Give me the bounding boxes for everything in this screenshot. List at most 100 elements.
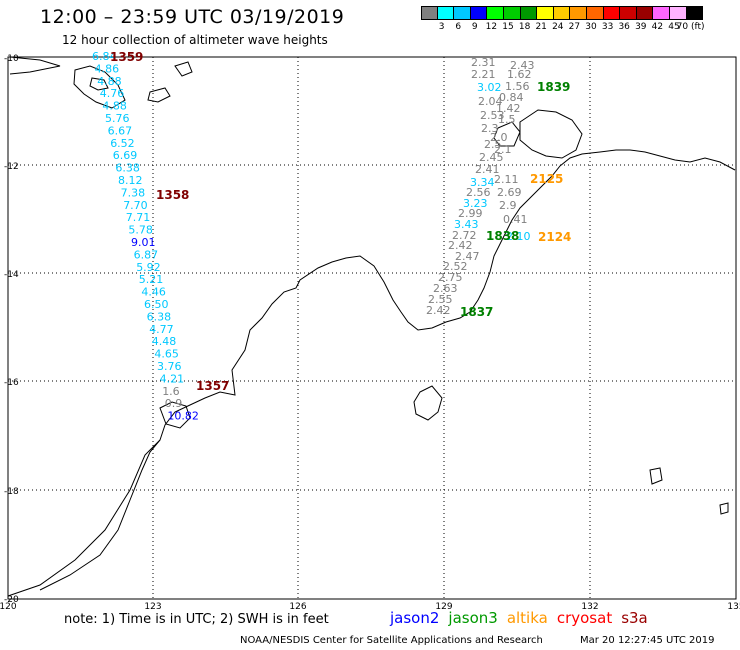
pass-time-label: 1837 (460, 305, 493, 319)
coastline-islet-b (147, 87, 171, 103)
latitude-label: -14 (4, 270, 19, 280)
track-value: 2.1 (494, 143, 512, 156)
scale-tick-label: 39 (635, 22, 647, 32)
track-value: 2.0 (490, 131, 508, 144)
scale-tick-label: 70 (ft) (676, 22, 705, 32)
coastline-east-islet-2 (719, 502, 729, 515)
latitude-label: -16 (4, 378, 19, 388)
track-value: 2.10 (506, 230, 531, 243)
pass-time-labels: 1359 1358 1357 1839 1838 1837 2125 2124 (110, 50, 571, 393)
coastline-islet-a (89, 77, 109, 91)
satellite-legend-s3a: s3a (621, 609, 648, 627)
scale-tick-label: 36 (618, 22, 630, 32)
track-value: 0.9 (165, 397, 183, 410)
track-value: 3.02 (477, 81, 502, 94)
longitude-label: 120 (0, 602, 17, 612)
track-value: 4.46 (141, 286, 166, 299)
track-value: 5.78 (128, 224, 153, 237)
coastline-timor-strip (9, 56, 61, 75)
data-credit: NOAA/NESDIS Center for Satellite Applica… (240, 635, 543, 646)
pass-time-label: 1359 (110, 50, 143, 64)
scale-swatch (503, 6, 521, 20)
pass-time-label: 1838 (486, 229, 519, 243)
generated-timestamp: Mar 20 12:27:45 UTC 2019 (580, 635, 715, 646)
scale-swatch (454, 6, 471, 20)
track-value: 4.21 (160, 372, 185, 385)
longitude-label: 132 (581, 602, 598, 612)
track-value: 2.63 (433, 282, 458, 295)
track-value: 9.01 (131, 236, 156, 249)
track-value: 2.21 (471, 68, 496, 81)
coastline-islet-c (174, 61, 193, 77)
pass-time-label: 2124 (538, 230, 571, 244)
track-value: 2.72 (452, 229, 477, 242)
coastline-king-sound (39, 439, 161, 591)
track-value: 5.92 (136, 261, 161, 274)
map-subtitle: 12 hour collection of altimeter wave hei… (62, 33, 328, 47)
track-value: 2.53 (480, 109, 505, 122)
track-value: 6.38 (147, 310, 172, 323)
track-value: 2.41 (475, 163, 500, 176)
scale-swatch (570, 6, 587, 20)
longitude-label: 129 (435, 602, 452, 612)
track-value: 2.75 (438, 271, 463, 284)
track-value: 1.42 (496, 102, 521, 115)
track-value: 2.69 (497, 186, 522, 199)
track-value: 2.9 (499, 199, 517, 212)
track-value: 2.43 (510, 59, 535, 72)
track-value: 7.70 (123, 199, 148, 212)
track-value: 6.67 (108, 124, 133, 137)
track-value: 1.56 (505, 80, 530, 93)
scale-tick-label: 30 (585, 22, 597, 32)
scale-swatch (653, 6, 670, 20)
track-value: 4.88 (97, 75, 122, 88)
track-value: 1.6 (162, 385, 180, 398)
scale-tick-label: 24 (552, 22, 564, 32)
scale-swatch (586, 6, 604, 20)
track-value: 2.11 (494, 173, 519, 186)
track-value: 4.88 (102, 100, 127, 113)
longitude-label: 135 (727, 602, 740, 612)
track-value: 2.47 (455, 250, 480, 263)
track-value: 6.50 (144, 298, 169, 311)
satellite-legend: jason2 jason3 altika cryosat s3a (390, 609, 657, 627)
scale-swatch (603, 6, 621, 20)
track-value: 6.69 (113, 149, 138, 162)
track-value: 4.65 (154, 348, 179, 361)
track-value: 7.71 (126, 211, 151, 224)
track-value: 5.21 (139, 273, 164, 286)
altimeter-tracks: 6.844.864.884.764.885.766.676.526.696.38… (92, 50, 535, 423)
track-value: 5.76 (105, 112, 130, 125)
scale-tick-label: 3 (438, 22, 445, 32)
track-value: 3.43 (454, 218, 479, 231)
track-value: 3.76 (157, 360, 182, 373)
longitude-label: 123 (144, 602, 161, 612)
satellite-legend-jason3: jason3 (448, 609, 498, 627)
track-value: 10.82 (167, 410, 199, 423)
satellite-legend-cryosat: cryosat (556, 609, 613, 627)
coastline-timor-west (73, 65, 126, 109)
coastline-bathurst-island (493, 121, 521, 147)
track-value: 6.87 (134, 248, 159, 261)
scale-tick-label: 15 (502, 22, 514, 32)
scale-tick-label: 33 (601, 22, 614, 32)
scale-tick-label: 45 (668, 22, 680, 32)
track-value: 2.55 (428, 293, 453, 306)
latitude-label: -10 (4, 54, 19, 64)
track-value: 2.45 (479, 151, 504, 164)
track-value: 6.38 (115, 162, 139, 175)
track-value: 4.86 (95, 62, 120, 75)
scale-swatch (537, 6, 554, 20)
wave-height-color-scale (421, 6, 704, 20)
scale-swatch (669, 6, 687, 20)
track-value: 2.31 (471, 56, 496, 69)
track-value: 0.84 (499, 91, 524, 104)
scale-swatch (553, 6, 571, 20)
pass-time-label: 1839 (537, 80, 570, 94)
latitude-label: -18 (4, 487, 19, 497)
scale-tick-label: 42 (651, 22, 664, 32)
latitude-label: -20 (4, 595, 19, 605)
track-value: 2.5 (484, 138, 502, 151)
